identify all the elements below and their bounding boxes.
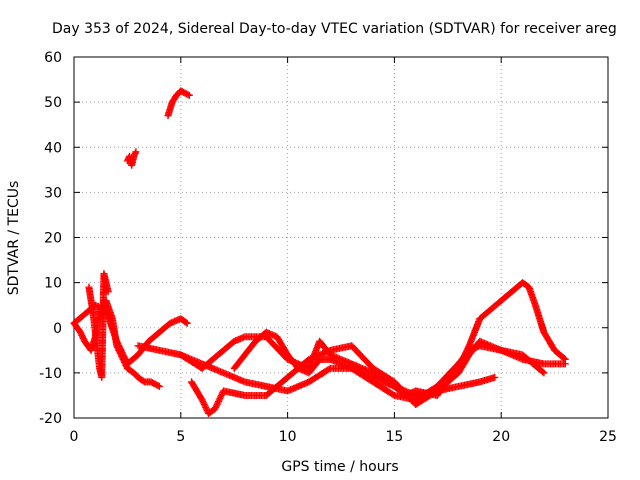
x-tick-label: 25 bbox=[599, 429, 617, 445]
data-point bbox=[184, 91, 192, 99]
y-tick-label: 0 bbox=[53, 321, 62, 337]
data-point bbox=[182, 318, 190, 326]
data-point bbox=[185, 91, 193, 99]
y-tick-label: 50 bbox=[44, 95, 62, 111]
data-point bbox=[540, 369, 548, 377]
data-point bbox=[183, 319, 191, 327]
x-tick-label: 5 bbox=[176, 429, 185, 445]
data-point bbox=[491, 373, 499, 381]
y-tick-label: 30 bbox=[44, 185, 62, 201]
data-point bbox=[104, 288, 112, 296]
data-point bbox=[131, 149, 139, 157]
y-tick-label: -10 bbox=[39, 366, 62, 382]
x-tick-label: 10 bbox=[279, 429, 297, 445]
grid-lines bbox=[74, 57, 608, 418]
x-tick-label: 0 bbox=[70, 429, 79, 445]
y-tick-label: 60 bbox=[44, 50, 62, 66]
y-tick-label: 10 bbox=[44, 276, 62, 292]
y-tick-label: 20 bbox=[44, 231, 62, 247]
axis-ticks: 0 5 10 15 20 25 -20 -10 0 10 20 30 40 50 60 bbox=[39, 50, 617, 445]
data-point bbox=[154, 382, 162, 390]
data-point bbox=[132, 148, 140, 156]
data-point bbox=[539, 368, 547, 376]
chart-title: Day 353 of 2024, Sidereal Day-to-day VTE… bbox=[52, 21, 617, 37]
x-axis-label: GPS time / hours bbox=[281, 459, 398, 475]
y-tick-label: 40 bbox=[44, 140, 62, 156]
x-tick-label: 20 bbox=[492, 429, 510, 445]
x-tick-label: 15 bbox=[385, 429, 403, 445]
data-points bbox=[70, 87, 569, 417]
data-point bbox=[561, 360, 569, 368]
data-point bbox=[155, 382, 163, 390]
y-tick-label: -20 bbox=[39, 411, 62, 427]
y-axis-label: SDTVAR / TECUs bbox=[6, 181, 22, 296]
